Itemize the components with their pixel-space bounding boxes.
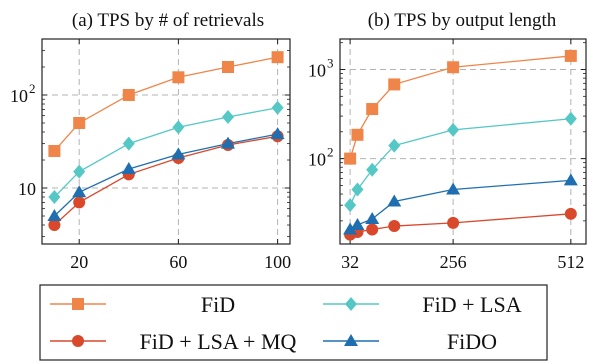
series-fido bbox=[47, 127, 285, 222]
x-tick-label: 512 bbox=[557, 252, 584, 272]
legend-label: FiD bbox=[201, 292, 235, 317]
series-line bbox=[53, 135, 278, 226]
series-line bbox=[349, 55, 571, 159]
data-point bbox=[564, 111, 577, 126]
y-tick-exponent: 2 bbox=[327, 145, 334, 160]
data-point bbox=[350, 217, 365, 230]
series-fid-lsa bbox=[344, 111, 577, 213]
data-point bbox=[564, 207, 577, 220]
data-point bbox=[365, 211, 380, 224]
data-point bbox=[388, 220, 401, 233]
legend-entry-fid-lsa: FiD + LSA bbox=[323, 292, 522, 317]
series-fid-lsa bbox=[48, 100, 284, 205]
data-point bbox=[447, 61, 460, 74]
data-point bbox=[351, 182, 364, 197]
series-line bbox=[53, 56, 278, 152]
data-point bbox=[122, 88, 135, 101]
data-point bbox=[121, 162, 136, 175]
data-point bbox=[388, 138, 401, 153]
data-point bbox=[73, 164, 86, 179]
y-tick-exponent: 3 bbox=[327, 56, 334, 71]
data-point bbox=[388, 78, 401, 91]
data-point bbox=[343, 222, 358, 235]
y-tick-label: 10 bbox=[308, 150, 326, 170]
data-point bbox=[387, 194, 402, 207]
series-line bbox=[53, 107, 278, 198]
y-tick-exponent: 2 bbox=[29, 81, 36, 96]
data-point bbox=[222, 60, 234, 73]
data-point bbox=[172, 71, 185, 84]
series-fid-lsa-mq bbox=[48, 130, 284, 232]
y-tick-label: 10 bbox=[10, 86, 28, 106]
data-point bbox=[222, 109, 234, 124]
data-point bbox=[122, 136, 135, 151]
legend-marker bbox=[72, 335, 84, 347]
data-point bbox=[47, 209, 62, 222]
data-point bbox=[221, 136, 235, 149]
y-tick-label: 10 bbox=[18, 179, 36, 199]
legend-label: FiDO bbox=[447, 329, 497, 354]
data-point bbox=[48, 190, 61, 205]
data-point bbox=[344, 198, 357, 213]
x-tick-label: 100 bbox=[264, 252, 291, 272]
data-point bbox=[271, 100, 284, 115]
plot-frame bbox=[339, 38, 587, 245]
legend: FiD FiD + LSA FiD + LSA + MQ FiDO bbox=[39, 284, 548, 361]
data-point bbox=[351, 128, 364, 141]
data-point bbox=[366, 162, 379, 177]
legend-label: FiD + LSA bbox=[422, 292, 521, 317]
data-point bbox=[172, 120, 185, 135]
data-point bbox=[344, 152, 357, 165]
data-point bbox=[270, 127, 285, 140]
series-line bbox=[349, 118, 571, 206]
data-point bbox=[447, 216, 460, 229]
x-tick-label: 60 bbox=[169, 252, 187, 272]
legend-box bbox=[39, 284, 548, 361]
legend-entry-fido: FiDO bbox=[323, 329, 497, 354]
data-point bbox=[366, 103, 379, 116]
data-point bbox=[366, 223, 379, 236]
chart-title: (a) TPS by # of retrievals bbox=[72, 10, 264, 31]
data-point bbox=[73, 116, 86, 129]
series-fid bbox=[344, 49, 577, 165]
data-point bbox=[72, 185, 87, 198]
series-line bbox=[53, 133, 278, 217]
legend-entry-fid: FiD bbox=[50, 292, 235, 317]
x-tick-label: 32 bbox=[341, 252, 359, 272]
data-point bbox=[73, 196, 86, 209]
series-line bbox=[349, 213, 571, 236]
plot-frame bbox=[41, 38, 291, 245]
series-fido bbox=[343, 173, 578, 235]
data-point bbox=[563, 173, 578, 186]
x-tick-label: 256 bbox=[440, 252, 467, 272]
chart-title: (b) TPS by output length bbox=[368, 10, 557, 31]
legend-label: FiD + LSA + MQ bbox=[140, 329, 297, 354]
data-point bbox=[171, 147, 186, 160]
y-tick-label: 10 bbox=[308, 61, 326, 81]
legend-marker bbox=[345, 297, 357, 311]
data-point bbox=[447, 122, 460, 137]
data-point bbox=[564, 49, 577, 62]
series-fid bbox=[48, 51, 284, 157]
legend-marker bbox=[72, 298, 84, 310]
data-point bbox=[446, 182, 461, 195]
x-tick-label: 20 bbox=[70, 252, 88, 272]
data-point bbox=[48, 144, 61, 157]
legend-entry-fid-lsa-mq: FiD + LSA + MQ bbox=[50, 329, 297, 354]
data-point bbox=[271, 51, 284, 64]
legend-marker bbox=[344, 334, 358, 346]
data-point bbox=[48, 219, 61, 232]
